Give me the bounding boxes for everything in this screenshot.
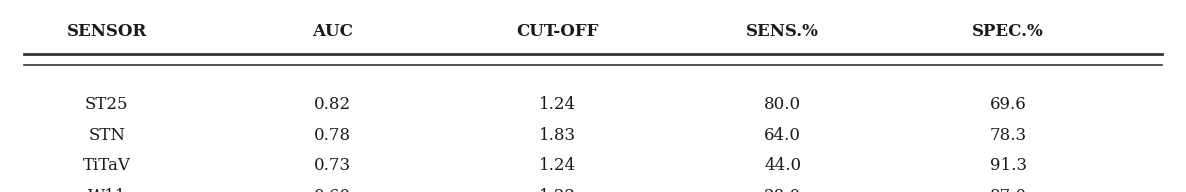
Text: 64.0: 64.0 bbox=[764, 127, 802, 144]
Text: ST25: ST25 bbox=[85, 96, 128, 113]
Text: 91.3: 91.3 bbox=[989, 157, 1027, 175]
Text: 1.22: 1.22 bbox=[538, 188, 576, 192]
Text: 1.83: 1.83 bbox=[538, 127, 576, 144]
Text: TiTaV: TiTaV bbox=[83, 157, 130, 175]
Text: 1.24: 1.24 bbox=[538, 96, 576, 113]
Text: 0.82: 0.82 bbox=[313, 96, 351, 113]
Text: 87.0: 87.0 bbox=[989, 188, 1027, 192]
Text: 0.78: 0.78 bbox=[313, 127, 351, 144]
Text: 1.24: 1.24 bbox=[538, 157, 576, 175]
Text: SENSOR: SENSOR bbox=[66, 23, 147, 40]
Text: SENS.%: SENS.% bbox=[746, 23, 820, 40]
Text: AUC: AUC bbox=[312, 23, 352, 40]
Text: CUT-OFF: CUT-OFF bbox=[516, 23, 599, 40]
Text: 0.73: 0.73 bbox=[313, 157, 351, 175]
Text: W11: W11 bbox=[88, 188, 126, 192]
Text: 78.3: 78.3 bbox=[989, 127, 1027, 144]
Text: SPEC.%: SPEC.% bbox=[973, 23, 1044, 40]
Text: 80.0: 80.0 bbox=[764, 96, 802, 113]
Text: 28.0: 28.0 bbox=[764, 188, 802, 192]
Text: 69.6: 69.6 bbox=[990, 96, 1026, 113]
Text: 44.0: 44.0 bbox=[764, 157, 802, 175]
Text: 0.60: 0.60 bbox=[313, 188, 351, 192]
Text: STN: STN bbox=[88, 127, 126, 144]
